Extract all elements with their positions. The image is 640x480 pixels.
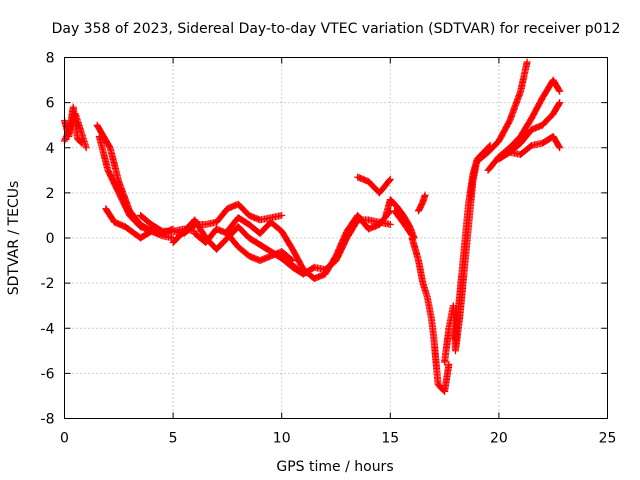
x-tick-label: 15 [381,431,399,447]
y-tick-label: 4 [46,141,55,157]
x-axis-label: GPS time / hours [276,459,393,475]
series-markers [61,58,564,395]
y-tick-label: 6 [46,96,55,112]
axis-ticks: 0 5 10 15 20 25 -8 -6 -4 -2 0 2 4 6 8 [41,51,617,447]
x-tick-label: 25 [599,431,617,447]
y-tick-label: -8 [41,412,55,428]
y-tick-label: 8 [46,51,55,67]
data-marks [61,58,564,395]
y-tick-label: -4 [41,321,55,337]
grid [64,57,608,419]
chart-title: Day 358 of 2023, Sidereal Day-to-day VTE… [52,21,621,37]
y-tick-label: 2 [46,186,55,202]
x-tick-label: 10 [273,431,291,447]
y-tick-label: 0 [46,231,55,247]
x-tick-label: 20 [490,431,508,447]
x-tick-label: 0 [60,431,69,447]
x-tick-label: 5 [169,431,178,447]
plot-frame [64,57,608,419]
y-axis-label: SDTVAR / TECUs [6,181,22,296]
y-tick-label: -2 [41,276,55,292]
y-tick-label: -6 [41,366,55,382]
